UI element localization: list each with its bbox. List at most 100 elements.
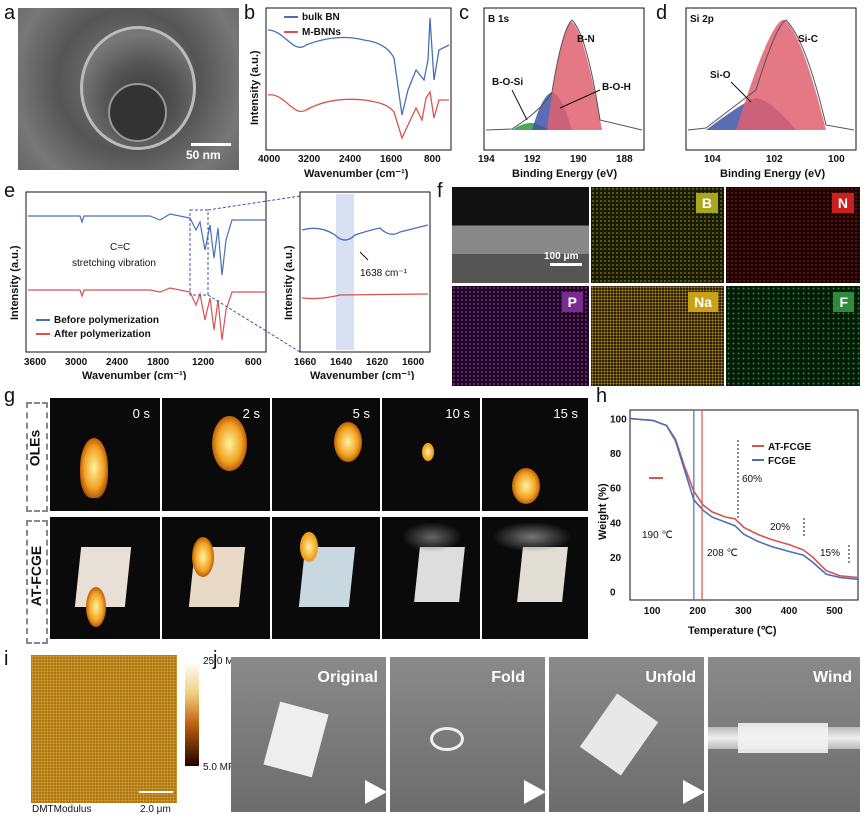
legend-at-fcge: AT-FCGE [768, 442, 811, 453]
xlabel-b: Wavenumber (cm⁻¹) [304, 168, 409, 180]
legend-fcge: FCGE [768, 456, 796, 467]
xps-chart-c: B 1s B-N B-O-Si B-O-H 194 192 190 188 Bi… [478, 7, 645, 180]
ytick-h-5: 100 [610, 415, 627, 426]
xtick-h-2: 300 [735, 606, 752, 617]
xps-chart-d: Si 2p Si-C Si-O 104 102 100 Binding Ener… [685, 7, 857, 180]
xlabel-d: Binding Energy (eV) [720, 168, 825, 180]
tick-d-1: 102 [766, 154, 783, 165]
panel-label-c: c [459, 2, 469, 24]
xlabel-e: Wavenumber (cm⁻¹) [82, 370, 187, 380]
tick-ez-2: 1620 [366, 357, 389, 368]
element-na: Na [688, 292, 718, 312]
flame-oles-2s: 2 s [162, 398, 270, 511]
tick-b-0: 4000 [258, 154, 281, 165]
tick-b-1: 3200 [298, 154, 321, 165]
tick-c-1: 192 [524, 154, 541, 165]
colorbar [185, 662, 199, 766]
flame-fcge-2s [162, 517, 270, 639]
map-b: B [591, 187, 724, 283]
panel-label-d: d [656, 2, 668, 24]
map-na: Na [591, 286, 724, 386]
tick-ez-1: 1640 [330, 357, 353, 368]
tick-d-2: 100 [828, 154, 845, 165]
title-d: Si 2p [690, 14, 714, 25]
map-p: P [452, 286, 589, 386]
peak-b-o-si: B-O-Si [492, 77, 523, 88]
ytick-h-1: 20 [610, 553, 622, 564]
series-bulk-bn [267, 17, 450, 116]
flame-oles-15s: 15 s [482, 398, 588, 511]
panel-label-g: g [4, 385, 16, 407]
colorbar-max: 25.0 MPa [203, 656, 246, 667]
time-2s: 2 s [242, 406, 260, 421]
panel-label-b: b [244, 2, 256, 24]
flame-fcge-10s [382, 517, 480, 639]
photo-original: Original [231, 657, 386, 812]
peak-b-o-h: B-O-H [602, 82, 631, 93]
ftir-chart-e: C=C stretching vibration Before polymeri… [9, 191, 431, 380]
time-0s: 0 s [132, 406, 150, 421]
ytick-h-2: 40 [610, 518, 622, 529]
panel-label-j: j [213, 648, 218, 670]
element-p: P [561, 292, 583, 312]
step-original: Original [317, 669, 378, 686]
flame-oles-0s: 0 s [50, 398, 160, 511]
time-5s: 5 s [352, 406, 370, 421]
element-f: F [833, 292, 854, 312]
afm-image [31, 655, 177, 803]
time-10s: 10 s [445, 406, 470, 421]
photo-wind: Wind [708, 657, 860, 812]
scale-bar-a: 50 nm [186, 148, 221, 162]
time-15s: 15 s [553, 406, 578, 421]
panel-label-a: a [4, 2, 16, 24]
ftir-chart-b: bulk BN M-BNNs 4000 3200 2400 1600 800 W… [249, 7, 452, 180]
tick-b-4: 800 [424, 154, 441, 165]
annot-60: 60% [742, 474, 762, 485]
xtick-h-0: 100 [644, 606, 661, 617]
flame-oles-10s: 10 s [382, 398, 480, 511]
flame-fcge-15s [482, 517, 588, 639]
panel-label-f: f [437, 180, 443, 202]
step-wind: Wind [813, 669, 852, 686]
xtick-h-3: 400 [781, 606, 798, 617]
series-fcge [629, 417, 859, 581]
annot-190: 190 ℃ [642, 530, 673, 541]
tick-e-0: 3600 [24, 357, 47, 368]
tick-c-2: 190 [570, 154, 587, 165]
tick-ez-0: 1660 [294, 357, 317, 368]
annot-208: 208 ℃ [707, 548, 738, 559]
step-fold: Fold [491, 669, 525, 686]
xlabel-ez: Wavenumber (cm⁻¹) [310, 370, 415, 380]
panel-label-e: e [4, 180, 16, 202]
colorbar-min: 5.0 MPa [203, 762, 241, 773]
tick-ez-3: 1600 [402, 357, 425, 368]
tick-e-1: 3000 [65, 357, 88, 368]
photo-fold: Fold [390, 657, 545, 812]
ytick-h-4: 80 [610, 449, 622, 460]
legend-bulk-bn: bulk BN [302, 12, 340, 23]
ylabel-e: Intensity (a.u.) [9, 245, 21, 320]
legend-before: Before polymerization [54, 315, 159, 326]
annotation-vibration: stretching vibration [72, 258, 156, 269]
xlabel-h: Temperature (℃) [688, 625, 777, 637]
annot-20: 20% [770, 522, 790, 533]
afm-scale-bar: 2.0 μm [140, 804, 171, 815]
ylabel-b: Intensity (a.u.) [249, 50, 261, 125]
peak-si-o: Si-O [710, 70, 731, 81]
xlabel-c: Binding Energy (eV) [512, 168, 617, 180]
arrow-right-icon [365, 780, 387, 804]
element-n: N [831, 193, 854, 213]
row-oles: OLEs [26, 429, 43, 467]
panel-label-h: h [596, 385, 608, 407]
tick-b-2: 2400 [339, 154, 362, 165]
map-f: F [726, 286, 860, 386]
step-unfold: Unfold [645, 669, 696, 686]
title-c: B 1s [488, 14, 510, 25]
flame-fcge-5s [272, 517, 380, 639]
map-n: N [726, 187, 860, 283]
series-m-bnns [267, 90, 449, 140]
legend-after: After polymerization [54, 329, 151, 340]
tick-e-2: 2400 [106, 357, 129, 368]
flame-oles-5s: 5 s [272, 398, 380, 511]
xtick-h-1: 200 [689, 606, 706, 617]
